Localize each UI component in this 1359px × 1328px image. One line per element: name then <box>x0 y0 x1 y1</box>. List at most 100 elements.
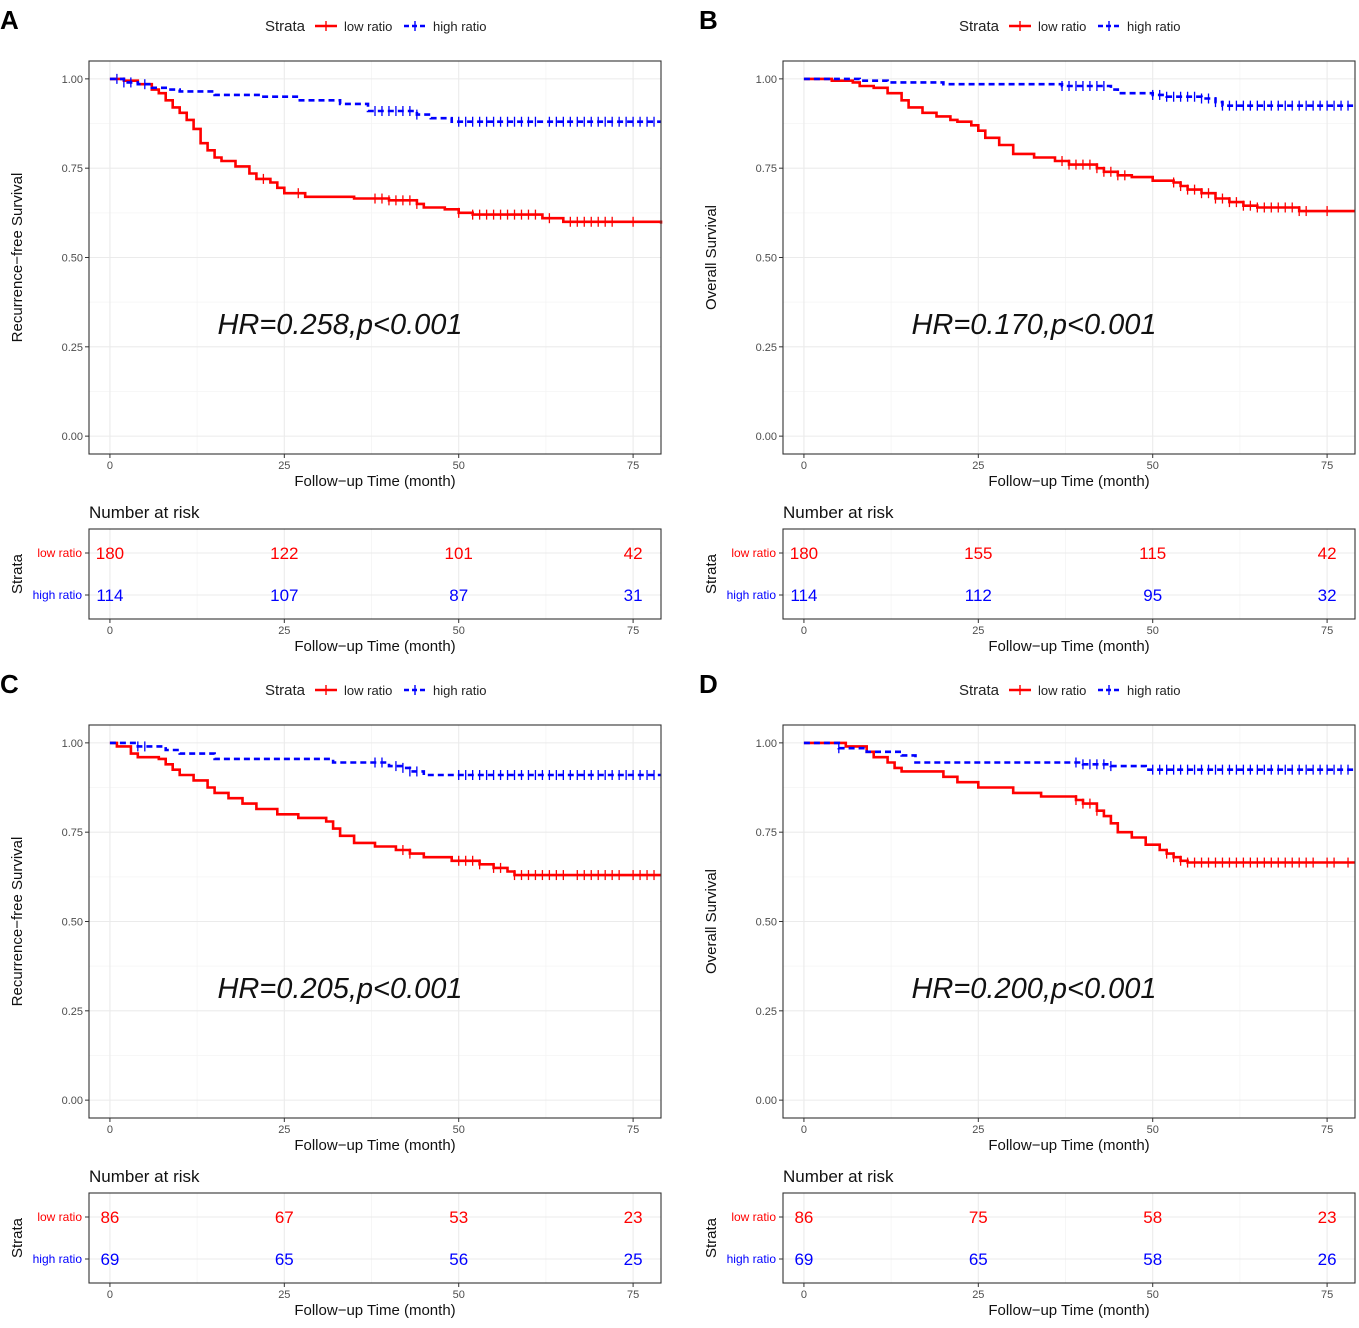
risk-table-title: Number at risk <box>783 1167 894 1186</box>
risk-count: 56 <box>449 1250 468 1269</box>
risk-count: 42 <box>1318 544 1337 563</box>
y-axis-title: Overall Survival <box>703 869 720 974</box>
risk-count: 112 <box>965 586 992 605</box>
risk-count: 53 <box>449 1208 468 1227</box>
risk-table-title: Number at risk <box>783 503 894 522</box>
panel-B: B Strata low ratio high ratio 0.00 0.25 0.50 0.… <box>699 5 1357 655</box>
risk-count: 155 <box>964 544 992 563</box>
risk-row-label: low ratio <box>731 1210 776 1224</box>
km-grid <box>783 725 1355 1118</box>
risk-row-label: low ratio <box>731 546 776 560</box>
legend-label-low: low ratio <box>344 683 392 698</box>
risk-count: 101 <box>445 544 473 563</box>
km-grid <box>89 725 661 1118</box>
km-curve-high-ratio <box>803 741 1355 771</box>
risk-table-title: Number at risk <box>89 1167 200 1186</box>
x-tick-label: 25 <box>278 1124 290 1136</box>
x-tick-label: 50 <box>1147 1124 1159 1136</box>
risk-row-label: high ratio <box>33 1252 83 1266</box>
risk-y-title: Strata <box>9 1217 26 1258</box>
risk-count: 180 <box>790 544 818 563</box>
y-tick-label: 0.75 <box>756 827 777 839</box>
y-tick-label: 0.50 <box>62 917 83 929</box>
km-curve-high-ratio <box>109 741 661 777</box>
risk-count: 69 <box>100 1250 119 1269</box>
x-tick-label: 75 <box>1321 1124 1333 1136</box>
risk-count: 25 <box>624 1250 643 1269</box>
x-tick-label: 0 <box>801 460 807 472</box>
risk-count: 23 <box>1318 1208 1337 1227</box>
legend-label-low: low ratio <box>1038 683 1086 698</box>
risk-x-tick-label: 0 <box>801 625 807 637</box>
km-curve-high-ratio <box>109 77 661 123</box>
y-tick-label: 0.25 <box>756 1006 777 1018</box>
panel-letter: C <box>0 669 19 699</box>
risk-count: 26 <box>1318 1250 1337 1269</box>
risk-count: 23 <box>624 1208 643 1227</box>
risk-x-tick-label: 25 <box>278 625 290 637</box>
risk-x-title: Follow−up Time (month) <box>988 638 1149 655</box>
panel-letter: A <box>0 5 19 35</box>
risk-count: 65 <box>969 1250 988 1269</box>
risk-row-label: low ratio <box>37 546 82 560</box>
x-tick-label: 25 <box>972 460 984 472</box>
risk-grid <box>89 529 661 619</box>
risk-count: 86 <box>794 1208 813 1227</box>
legend-label-high: high ratio <box>1127 19 1180 34</box>
x-tick-label: 25 <box>972 1124 984 1136</box>
legend-label-high: high ratio <box>433 19 486 34</box>
x-tick-label: 75 <box>627 460 639 472</box>
risk-count: 86 <box>100 1208 119 1227</box>
hazard-ratio-label: HR=0.170,p<0.001 <box>911 309 1156 341</box>
y-tick-label: 0.50 <box>62 253 83 265</box>
y-tick-label: 0.25 <box>756 342 777 354</box>
legend-label-low: low ratio <box>344 19 392 34</box>
risk-count: 115 <box>1139 544 1166 563</box>
x-axis-title: Follow−up Time (month) <box>294 473 455 490</box>
y-tick-label: 0.75 <box>62 163 83 175</box>
risk-count: 58 <box>1143 1208 1162 1227</box>
risk-frame <box>88 1192 662 1284</box>
risk-x-tick-label: 25 <box>972 625 984 637</box>
risk-grid <box>783 529 1355 619</box>
y-tick-label: 1.00 <box>62 74 83 86</box>
y-tick-label: 0.75 <box>756 163 777 175</box>
hazard-ratio-label: HR=0.205,p<0.001 <box>217 973 462 1005</box>
risk-count: 69 <box>794 1250 813 1269</box>
y-tick-label: 0.50 <box>756 917 777 929</box>
y-tick-label: 0.75 <box>62 827 83 839</box>
y-axis-title: Recurrence−free Survival <box>9 173 26 343</box>
risk-x-tick-label: 75 <box>1321 625 1333 637</box>
x-tick-label: 50 <box>1147 460 1159 472</box>
risk-count: 114 <box>96 586 123 605</box>
y-tick-label: 0.25 <box>62 342 83 354</box>
risk-x-title: Follow−up Time (month) <box>294 1302 455 1319</box>
risk-y-title: Strata <box>703 553 720 594</box>
risk-count: 32 <box>1318 586 1337 605</box>
panel-A: A Strata low ratio high ratio 0.00 0.25 0.50 0.… <box>0 5 663 655</box>
risk-count: 122 <box>270 544 298 563</box>
risk-x-tick-label: 50 <box>1147 1289 1159 1301</box>
plot-frame <box>88 724 662 1119</box>
risk-count: 87 <box>449 586 468 605</box>
x-tick-label: 0 <box>107 460 113 472</box>
legend-label-high: high ratio <box>1127 683 1180 698</box>
km-grid <box>89 61 661 454</box>
x-tick-label: 0 <box>801 1124 807 1136</box>
risk-count: 114 <box>790 586 817 605</box>
risk-count: 180 <box>96 544 124 563</box>
risk-x-tick-label: 75 <box>1321 1289 1333 1301</box>
x-axis-title: Follow−up Time (month) <box>988 473 1149 490</box>
y-axis-title: Overall Survival <box>703 205 720 310</box>
km-curve-low-ratio <box>109 741 661 877</box>
risk-x-tick-label: 50 <box>1147 625 1159 637</box>
y-axis-title: Recurrence−free Survival <box>9 837 26 1007</box>
y-tick-label: 0.25 <box>62 1006 83 1018</box>
y-tick-label: 1.00 <box>756 74 777 86</box>
risk-count: 107 <box>270 586 298 605</box>
x-tick-label: 50 <box>453 1124 465 1136</box>
panel-letter: D <box>699 669 718 699</box>
y-tick-label: 1.00 <box>62 738 83 750</box>
risk-count: 42 <box>624 544 643 563</box>
legend-title: Strata <box>265 682 306 699</box>
